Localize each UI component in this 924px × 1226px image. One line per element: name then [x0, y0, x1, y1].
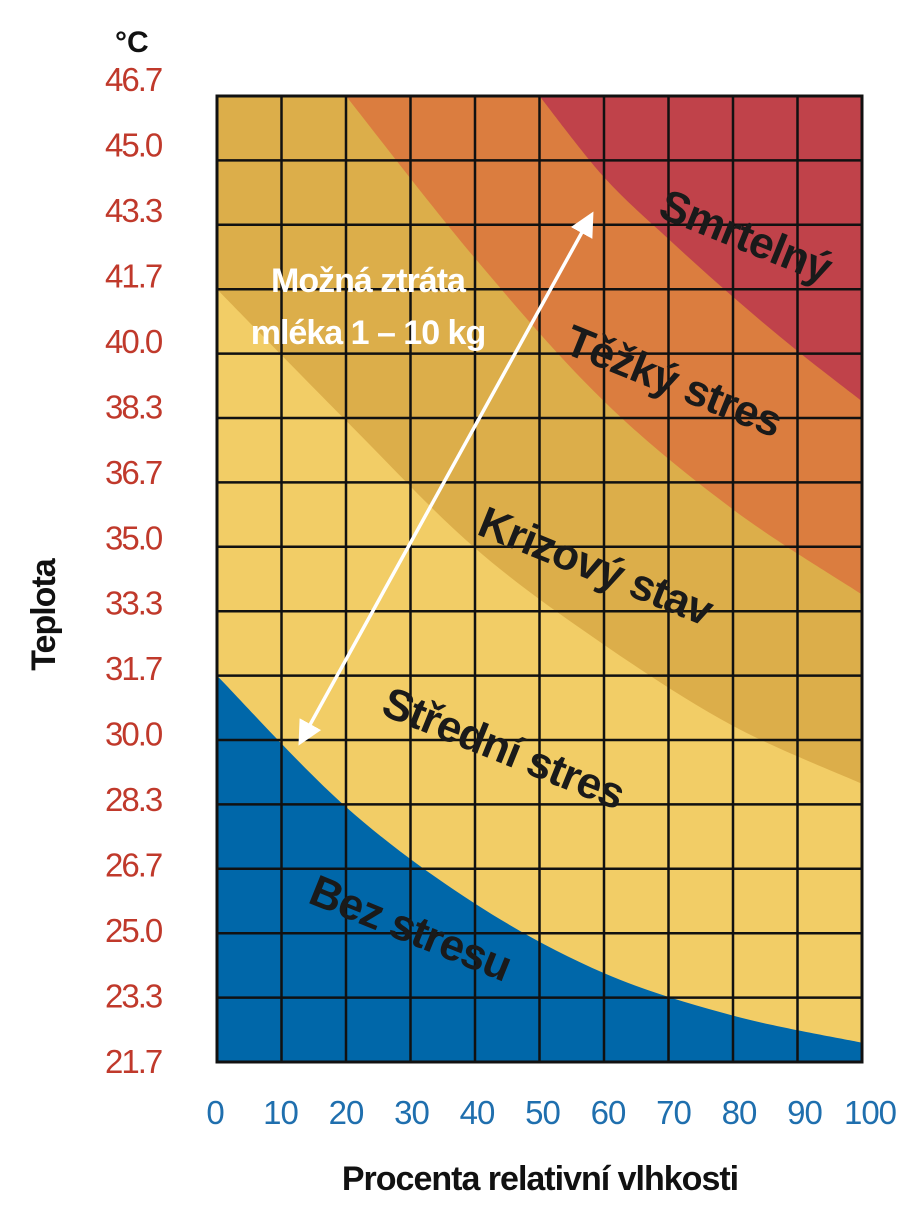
x-tick-label: 70 — [656, 1094, 691, 1131]
y-tick-label: 25.0 — [105, 912, 163, 949]
y-tick-label: 28.3 — [105, 781, 162, 818]
y-tick-label: 26.7 — [105, 847, 162, 884]
x-tick-label: 50 — [525, 1094, 560, 1131]
y-tick-label: 21.7 — [105, 1043, 162, 1080]
x-tick-label: 40 — [460, 1094, 495, 1131]
x-tick-label: 30 — [394, 1094, 429, 1131]
x-tick-label: 60 — [591, 1094, 626, 1131]
x-axis-title: Procenta relativní vlhkosti — [342, 1160, 738, 1198]
y-tick-labels: 21.7 23.3 25.0 26.7 28.3 30.0 31.7 33.3 35.0 36.7… — [105, 61, 165, 1080]
x-tick-labels: 0 10 20 30 40 50 60 70 80 90 100 — [206, 1094, 897, 1131]
y-tick-label: 43.3 — [105, 192, 162, 229]
x-tick-label: 20 — [329, 1094, 364, 1131]
y-tick-label: 45.0 — [105, 126, 163, 163]
x-tick-label: 80 — [722, 1094, 757, 1131]
annotation-text-line: Možná ztráta — [271, 262, 467, 300]
y-tick-label: 23.3 — [105, 978, 162, 1015]
x-tick-label: 90 — [787, 1094, 822, 1131]
annotation: Možná ztráta mléka 1 – 10 kg — [251, 211, 594, 746]
unit-label: °C — [115, 26, 149, 59]
y-tick-label: 46.7 — [105, 61, 162, 98]
plot-frame — [215, 94, 864, 1064]
y-tick-label: 40.0 — [105, 323, 163, 360]
y-tick-label: 36.7 — [105, 454, 162, 491]
x-tick-label: 100 — [844, 1094, 897, 1131]
x-tick-label: 0 — [206, 1094, 224, 1131]
zone-bez-stresu — [217, 675, 862, 1062]
y-tick-label: 33.3 — [105, 585, 162, 622]
annotation-text-line: mléka 1 – 10 kg — [251, 314, 486, 352]
annotation-arrow — [298, 211, 594, 746]
y-axis-title: Teplota — [25, 557, 63, 670]
y-tick-label: 38.3 — [105, 388, 162, 425]
y-tick-label: 31.7 — [105, 650, 162, 687]
x-tick-label: 10 — [263, 1094, 298, 1131]
y-tick-label: 35.0 — [105, 519, 163, 556]
y-tick-label: 41.7 — [105, 257, 162, 294]
y-tick-label: 30.0 — [105, 716, 163, 753]
